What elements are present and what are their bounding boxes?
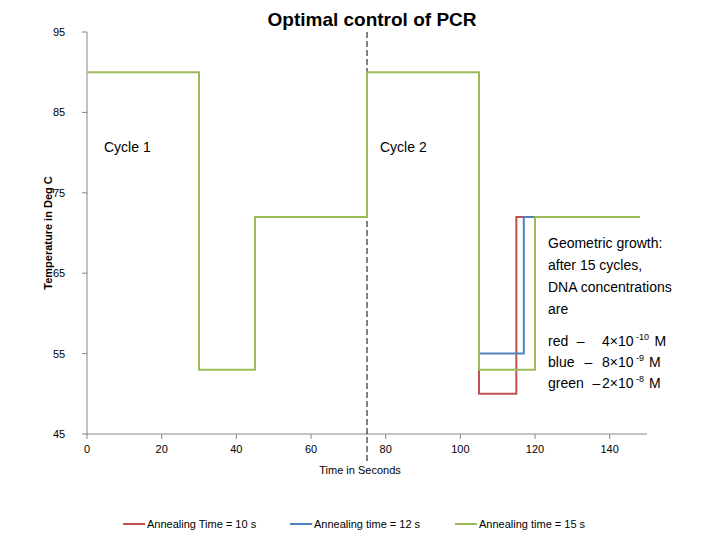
y-tick-label: 65 bbox=[53, 267, 65, 279]
y-tick-label: 95 bbox=[53, 26, 65, 38]
legend-label: Annealing Time = 10 s bbox=[147, 518, 257, 530]
concentration-unit: M bbox=[649, 375, 661, 391]
x-tick-label: 140 bbox=[600, 443, 618, 455]
y-tick bbox=[82, 32, 87, 33]
legend-label: Annealing time = 12 s bbox=[314, 518, 421, 530]
y-tick-label: 55 bbox=[53, 348, 65, 360]
y-tick bbox=[82, 353, 87, 354]
concentration-unit: M bbox=[655, 333, 667, 349]
chart: Optimal control of PCR 45 55 65 75 85 95 0 20 40 6… bbox=[0, 0, 720, 540]
concentration-value: 2×10 bbox=[602, 375, 634, 391]
title: Optimal control of PCR bbox=[268, 9, 477, 30]
y-tick bbox=[82, 434, 87, 435]
concentration-name: red bbox=[548, 333, 568, 349]
x-tick bbox=[311, 434, 312, 439]
x-tick-label: 100 bbox=[451, 443, 469, 455]
y-tick-label: 85 bbox=[53, 106, 65, 118]
x-tick bbox=[161, 434, 162, 439]
concentration-separator: – bbox=[585, 354, 593, 370]
legend-swatch bbox=[290, 523, 312, 525]
series-group bbox=[87, 72, 640, 394]
concentration-exponent: -9 bbox=[636, 353, 644, 363]
legend-swatch bbox=[123, 523, 145, 525]
x-tick-label: 120 bbox=[526, 443, 544, 455]
annotation: after 15 cycles, bbox=[548, 257, 642, 273]
series-line bbox=[479, 72, 640, 353]
x-tick-label: 20 bbox=[156, 443, 168, 455]
concentration-separator: – bbox=[577, 333, 585, 349]
x-tick-label: 40 bbox=[230, 443, 242, 455]
y-tick bbox=[82, 273, 87, 274]
concentration-separator: – bbox=[593, 375, 601, 391]
x-tick-label: 0 bbox=[84, 443, 90, 455]
x-tick bbox=[87, 434, 88, 439]
concentration-exponent: -10 bbox=[636, 332, 649, 342]
concentration-unit: M bbox=[649, 354, 661, 370]
series-line bbox=[87, 72, 640, 369]
x-tick bbox=[460, 434, 461, 439]
x-tick bbox=[535, 434, 536, 439]
y-axis-label: Temperature in Deg C bbox=[42, 176, 54, 290]
x-tick bbox=[385, 434, 386, 439]
x-axis-label: Time in Seconds bbox=[319, 464, 401, 476]
y-tick bbox=[82, 112, 87, 113]
concentration-exponent: -8 bbox=[636, 374, 644, 384]
concentration-value: 8×10 bbox=[602, 354, 634, 370]
y-tick bbox=[82, 192, 87, 193]
annotation: Geometric growth: bbox=[548, 235, 662, 251]
x-tick bbox=[609, 434, 610, 439]
cycle-label: Cycle 1 bbox=[104, 139, 151, 155]
y-axis bbox=[87, 32, 88, 434]
y-tick-label: 45 bbox=[53, 428, 65, 440]
cycle-label: Cycle 2 bbox=[380, 139, 427, 155]
series-line bbox=[479, 72, 640, 394]
concentration-name: green bbox=[548, 375, 584, 391]
legend-swatch bbox=[455, 523, 477, 525]
x-tick-label: 80 bbox=[380, 443, 392, 455]
concentration-name: blue bbox=[548, 354, 575, 370]
legend-label: Annealing time = 15 s bbox=[479, 518, 586, 530]
annotation: are bbox=[548, 301, 568, 317]
annotation: DNA concentrations bbox=[548, 279, 672, 295]
x-tick-label: 60 bbox=[305, 443, 317, 455]
y-tick-label: 75 bbox=[53, 187, 65, 199]
x-tick bbox=[236, 434, 237, 439]
concentration-value: 4×10 bbox=[602, 333, 634, 349]
